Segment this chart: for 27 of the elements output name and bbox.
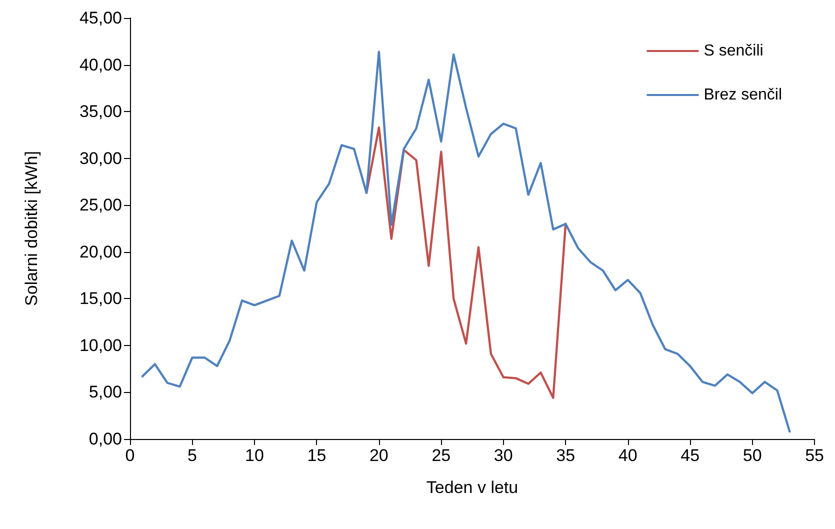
y-axis-title: Solarni dobitki [kWh]: [22, 151, 41, 306]
x-tick-label: 20: [369, 446, 388, 465]
x-tick-label: 25: [432, 446, 451, 465]
y-tick-label: 15,00: [79, 289, 122, 308]
x-tick-label: 45: [680, 446, 700, 465]
y-tick-label: 35,00: [79, 102, 122, 122]
x-tick-label: 0: [125, 446, 135, 465]
y-tick-label: 40,00: [79, 55, 122, 74]
x-tick-label: 15: [307, 446, 326, 465]
y-tick-label: 10,00: [79, 336, 122, 355]
x-tick-label: 5: [187, 446, 197, 465]
x-tick-label: 10: [245, 446, 264, 465]
x-tick-label: 55: [805, 446, 824, 465]
y-tick-label: 5,00: [88, 382, 122, 402]
x-tick-label: 40: [618, 446, 638, 465]
x-tick-label: 30: [494, 446, 513, 465]
x-tick-label: 50: [742, 446, 762, 465]
y-tick-label: 0,00: [88, 430, 122, 448]
legend-label: Brez senčil: [704, 86, 782, 104]
x-axis-title: Teden v letu: [426, 478, 518, 497]
y-tick-label: 20,00: [79, 242, 122, 262]
legend-label: S senčili: [704, 42, 764, 60]
x-tick-label: 35: [556, 446, 576, 465]
y-tick-label: 30,00: [79, 148, 122, 168]
line-series: [365, 126, 567, 399]
y-tick-label: 45,00: [79, 8, 122, 28]
y-tick-label: 25,00: [79, 196, 122, 215]
